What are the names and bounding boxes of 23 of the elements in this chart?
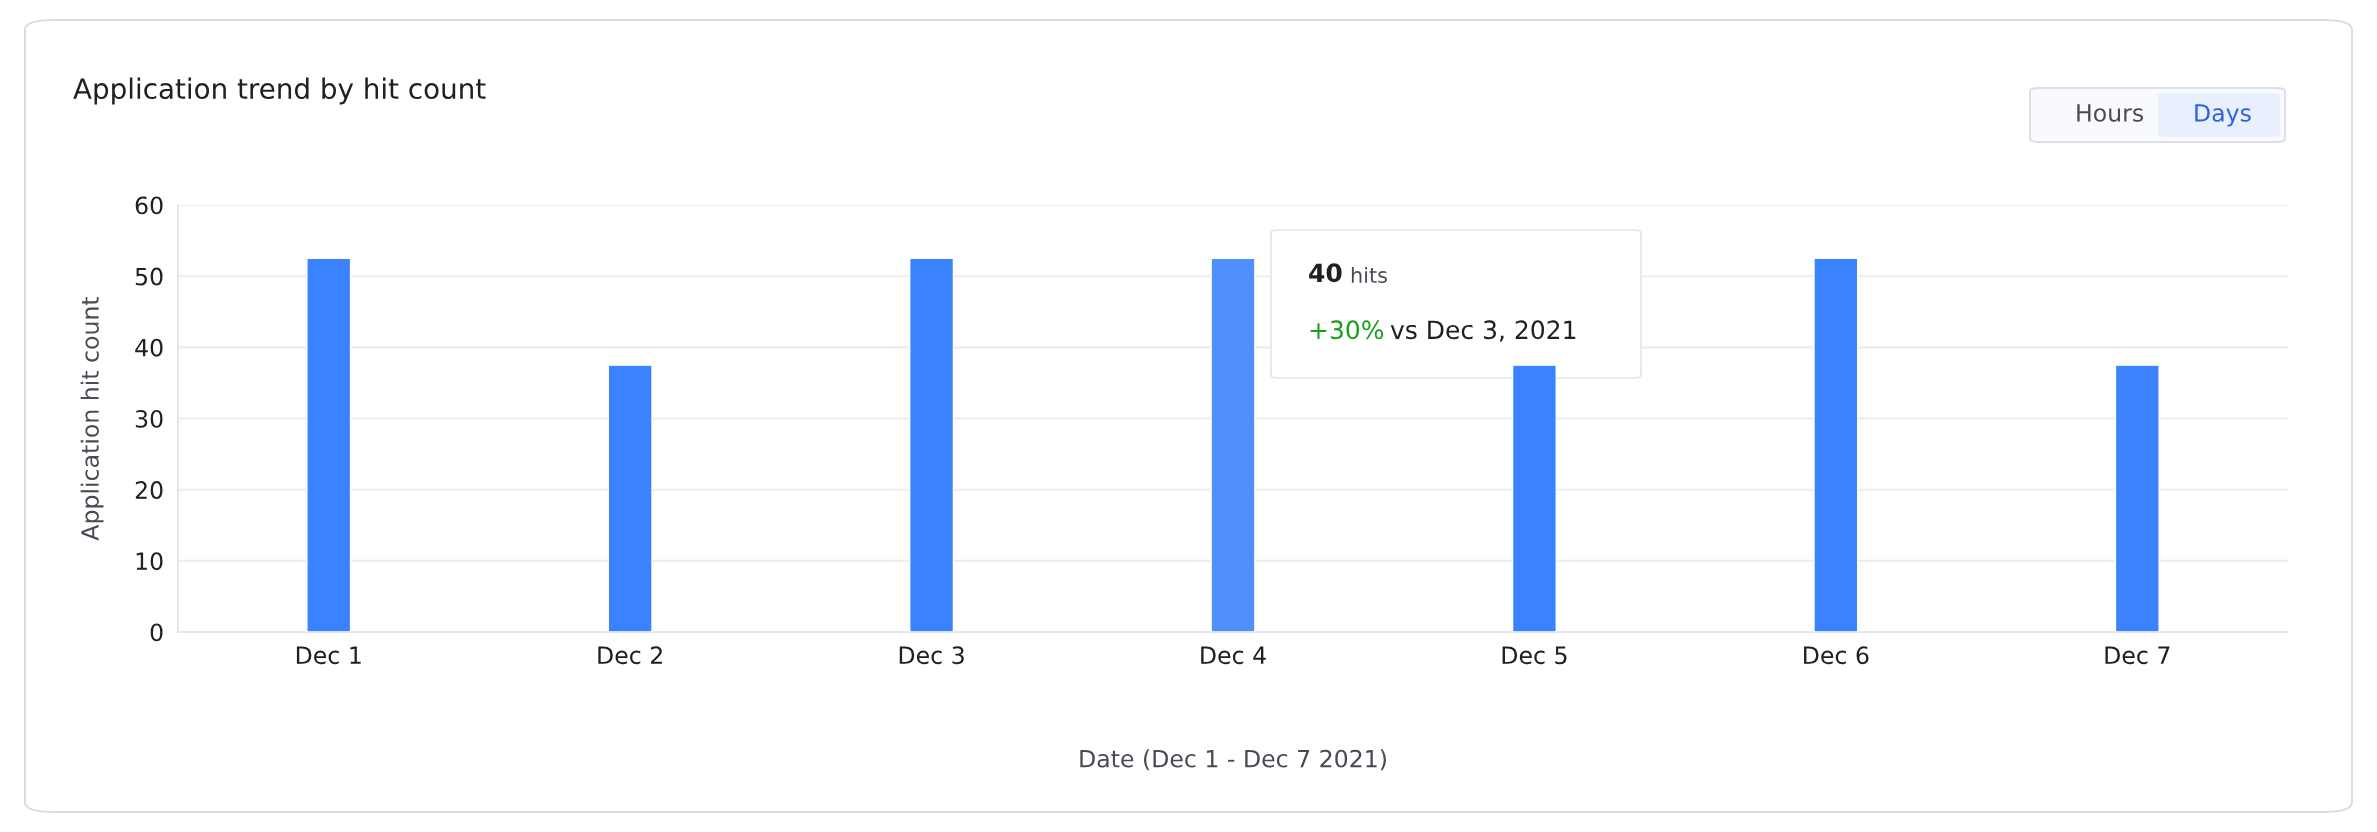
text: Hours <box>2077 104 2144 122</box>
x-tick-label: Dec 5 <box>1502 646 1567 665</box>
y-tick-label: 50 <box>135 267 163 286</box>
x-tick-label: Dec 3 <box>899 646 964 665</box>
x-tick-label: Dec 6 <box>1804 646 1869 665</box>
y-tick-label: 40 <box>135 338 163 357</box>
x-tick-label: Dec 4 <box>1201 646 1266 665</box>
x-tick-label: Dec 7 <box>2105 646 2170 665</box>
y-tick-label: 20 <box>135 481 163 499</box>
y-tick-label: 0 <box>150 623 163 642</box>
chart-title: Application trend by hit count <box>73 77 486 105</box>
annotation: 40 <box>1309 263 1342 283</box>
x-tick-label: Dec 1 <box>296 646 361 665</box>
y-tick-label: 10 <box>136 552 163 571</box>
annotation: vs Dec 3, 2021 <box>1390 320 1576 342</box>
x-axis-title: Date (Dec 1 - Dec 7 2021) <box>1080 749 1386 771</box>
annotation: hits <box>1351 266 1387 284</box>
x-tick-label: Dec 2 <box>598 646 662 665</box>
y-axis-title: Application hit count <box>80 296 104 541</box>
y-tick-label: 30 <box>135 409 163 428</box>
y-tick-label: 60 <box>135 196 163 215</box>
annotation: +30% <box>1310 320 1384 340</box>
text: Days <box>2195 104 2251 127</box>
